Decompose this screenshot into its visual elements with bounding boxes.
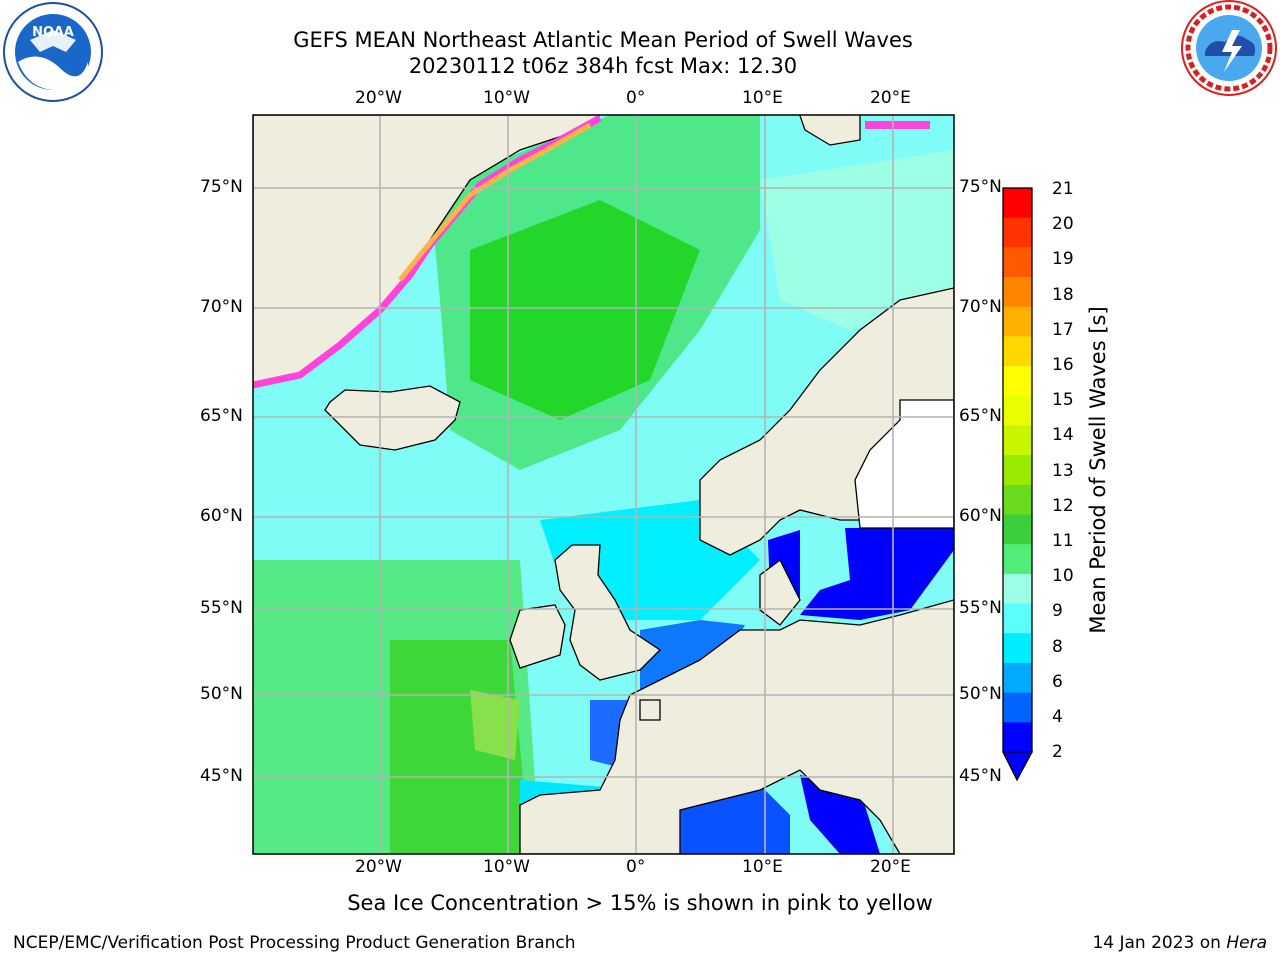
- lon-label-bottom-0: 0°: [626, 857, 646, 877]
- colorbar-segment: [1003, 514, 1032, 545]
- colorbar-segment: [1003, 395, 1032, 426]
- lon-label-bottom-10e: 10°E: [742, 857, 783, 877]
- colorbar-segment: [1003, 306, 1032, 337]
- colorbar-tick-9: 9: [1052, 601, 1063, 621]
- lon-label-bottom-10w: 10°W: [483, 857, 530, 877]
- host-name: Hera: [1226, 933, 1267, 953]
- colorbar-segment: [1003, 692, 1032, 723]
- colorbar-segment: [1003, 722, 1032, 753]
- sea-ice-note: Sea Ice Concentration > 15% is shown in …: [347, 891, 933, 915]
- colorbar-segment: [1003, 217, 1032, 248]
- credit-line: NCEP/EMC/Verification Post Processing Pr…: [13, 933, 576, 953]
- lat-label-right-60n: 60°N: [959, 506, 1002, 526]
- iceland: [324, 385, 461, 451]
- swell-zone-10-11s-north: [470, 200, 700, 420]
- colorbar-tick-18: 18: [1052, 285, 1074, 305]
- lat-label-right-50n: 50°N: [959, 684, 1002, 704]
- lat-label-left-60n: 60°N: [200, 506, 243, 526]
- lat-label-left-65n: 65°N: [200, 406, 243, 426]
- lat-label-left-70n: 70°N: [200, 297, 243, 317]
- colorbar-segment: [1003, 188, 1032, 219]
- lat-label-right-65n: 65°N: [959, 406, 1002, 426]
- colorbar-tick-8: 8: [1052, 637, 1063, 657]
- lat-label-right-55n: 55°N: [959, 598, 1002, 618]
- colorbar-tick-10: 10: [1052, 566, 1074, 586]
- colorbar-segment: [1003, 247, 1032, 278]
- colorbar-extend-arrow: [1001, 751, 1034, 782]
- lon-label-top-10w: 10°W: [483, 88, 530, 108]
- lat-label-right-45n: 45°N: [959, 766, 1002, 786]
- colorbar-tick-15: 15: [1052, 390, 1074, 410]
- colorbar: [1003, 188, 1032, 753]
- lat-label-right-70n: 70°N: [959, 297, 1002, 317]
- colorbar-segment: [1003, 455, 1032, 486]
- svalbard: [799, 115, 861, 146]
- lat-label-right-75n: 75°N: [959, 177, 1002, 197]
- colorbar-segment: [1003, 484, 1032, 516]
- forecast-subtitle: 20230112 t06z 384h fcst Max: 12.30: [408, 54, 798, 78]
- great-britain: [554, 544, 662, 681]
- colorbar-segment: [1003, 662, 1032, 694]
- noaa-logo-text: NOAA: [32, 25, 74, 40]
- colorbar-segment: [1003, 573, 1032, 605]
- colorbar-label: Mean Period of Swell Waves [s]: [1086, 306, 1110, 634]
- colorbar-tick-2: 2: [1052, 742, 1063, 762]
- colorbar-tick-6: 6: [1052, 672, 1063, 692]
- colorbar-tick-16: 16: [1052, 355, 1074, 375]
- noaa-logo: NOAA: [3, 2, 103, 102]
- colorbar-segment: [1003, 633, 1032, 664]
- continental-europe: [519, 599, 954, 854]
- lat-label-left-55n: 55°N: [200, 598, 243, 618]
- lon-label-bottom-20e: 20°E: [870, 857, 911, 877]
- colorbar-tick-12: 12: [1052, 496, 1074, 516]
- lon-label-bottom-20w: 20°W: [355, 857, 402, 877]
- lat-label-left-75n: 75°N: [200, 177, 243, 197]
- colorbar-segment: [1003, 277, 1032, 308]
- colorbar-tick-4: 4: [1052, 707, 1063, 727]
- lon-label-top-0: 0°: [626, 88, 646, 108]
- colorbar-segment: [1003, 336, 1032, 367]
- graticule: [253, 115, 954, 854]
- lat-label-left-45n: 45°N: [200, 766, 243, 786]
- sea-ice-edge: [253, 115, 930, 389]
- colorbar-tick-14: 14: [1052, 425, 1074, 445]
- date-stamp-text: 14 Jan 2023 on: [1092, 933, 1221, 953]
- lon-label-top-20e: 20°E: [870, 88, 911, 108]
- swell-zone-2-4s-channel: [640, 620, 745, 690]
- brittany: [639, 699, 661, 721]
- colorbar-tick-17: 17: [1052, 320, 1074, 340]
- map-frame: [252, 114, 955, 855]
- colorbar-tick-19: 19: [1052, 249, 1074, 269]
- colorbar-segment: [1003, 603, 1032, 634]
- land-masses: [253, 115, 954, 854]
- ice-edge-orange: [398, 122, 592, 282]
- swell-zone-below-2s-baltic: [800, 528, 954, 620]
- lat-label-left-50n: 50°N: [200, 684, 243, 704]
- colorbar-tick-21: 21: [1052, 179, 1074, 199]
- colorbar-segment: [1003, 425, 1032, 456]
- colorbar-segment: [1003, 544, 1032, 575]
- lon-label-top-20w: 20°W: [355, 88, 402, 108]
- map-title: GEFS MEAN Northeast Atlantic Mean Period…: [293, 28, 913, 52]
- swell-zone-11-12s: [470, 690, 520, 760]
- lon-label-top-10e: 10°E: [742, 88, 783, 108]
- colorbar-segment: [1003, 366, 1032, 397]
- nws-logo: [1181, 0, 1277, 96]
- swell-zone-8-9s-barents: [760, 150, 954, 330]
- colorbar-tick-11: 11: [1052, 531, 1074, 551]
- colorbar-tick-20: 20: [1052, 214, 1074, 234]
- colorbar-tick-13: 13: [1052, 461, 1074, 481]
- gulf-of-bothnia-ice: [854, 399, 954, 529]
- swell-zone-10-11s-south: [390, 640, 530, 854]
- date-stamp: 14 Jan 2023 on Hera: [1092, 933, 1267, 953]
- ireland: [509, 604, 566, 669]
